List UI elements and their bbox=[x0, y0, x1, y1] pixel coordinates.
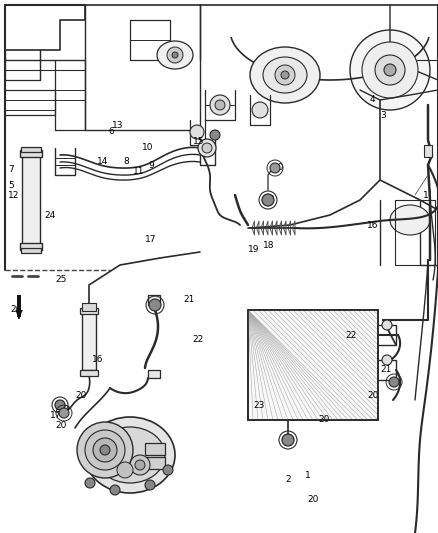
Text: 3: 3 bbox=[380, 110, 386, 119]
Circle shape bbox=[282, 434, 294, 446]
Ellipse shape bbox=[157, 41, 193, 69]
Text: 11: 11 bbox=[133, 167, 145, 176]
Circle shape bbox=[362, 42, 418, 98]
Text: 1: 1 bbox=[423, 190, 429, 199]
Text: 20: 20 bbox=[272, 164, 283, 173]
Bar bbox=[20, 243, 42, 250]
Circle shape bbox=[130, 455, 150, 475]
Circle shape bbox=[215, 100, 225, 110]
Circle shape bbox=[382, 355, 392, 365]
Text: 17: 17 bbox=[50, 410, 61, 419]
Text: 20: 20 bbox=[307, 496, 318, 505]
Ellipse shape bbox=[390, 205, 430, 235]
Text: 26: 26 bbox=[10, 305, 21, 314]
Bar bbox=[21, 248, 41, 253]
Bar bbox=[424, 145, 432, 157]
Circle shape bbox=[135, 460, 145, 470]
Circle shape bbox=[190, 125, 204, 139]
Circle shape bbox=[117, 462, 133, 478]
Text: 18: 18 bbox=[263, 240, 275, 249]
Text: 25: 25 bbox=[55, 276, 67, 285]
Text: 22: 22 bbox=[345, 330, 356, 340]
Text: 12: 12 bbox=[8, 190, 19, 199]
Bar bbox=[22, 155, 40, 245]
Text: 13: 13 bbox=[112, 120, 124, 130]
Text: 19: 19 bbox=[248, 246, 259, 254]
Circle shape bbox=[281, 71, 289, 79]
Circle shape bbox=[210, 130, 220, 140]
Bar bbox=[17, 295, 21, 317]
Bar bbox=[148, 295, 160, 305]
Circle shape bbox=[375, 55, 405, 85]
Circle shape bbox=[167, 47, 183, 63]
Bar bbox=[148, 370, 160, 378]
Bar bbox=[248, 310, 378, 420]
Text: 21: 21 bbox=[183, 295, 194, 304]
Text: 7: 7 bbox=[8, 166, 14, 174]
Circle shape bbox=[172, 52, 178, 58]
Circle shape bbox=[382, 320, 392, 330]
Circle shape bbox=[350, 30, 430, 110]
Text: 14: 14 bbox=[97, 157, 108, 166]
Text: 5: 5 bbox=[8, 181, 14, 190]
Text: 2: 2 bbox=[285, 475, 291, 484]
Circle shape bbox=[59, 408, 69, 418]
Bar bbox=[248, 310, 378, 420]
Text: 20: 20 bbox=[318, 416, 329, 424]
Circle shape bbox=[145, 480, 155, 490]
Circle shape bbox=[85, 478, 95, 488]
Text: 16: 16 bbox=[92, 356, 103, 365]
Bar bbox=[145, 457, 165, 469]
Text: 10: 10 bbox=[142, 143, 153, 152]
Text: 9: 9 bbox=[148, 160, 154, 169]
Text: 15: 15 bbox=[193, 138, 205, 147]
Circle shape bbox=[55, 400, 65, 410]
Bar bbox=[82, 303, 96, 311]
Bar bbox=[21, 147, 41, 152]
Circle shape bbox=[262, 194, 274, 206]
Text: 20: 20 bbox=[58, 406, 69, 415]
Text: 2: 2 bbox=[268, 196, 274, 205]
Circle shape bbox=[100, 445, 110, 455]
Circle shape bbox=[275, 65, 295, 85]
Ellipse shape bbox=[263, 57, 307, 93]
Circle shape bbox=[77, 422, 133, 478]
Circle shape bbox=[384, 64, 396, 76]
Circle shape bbox=[110, 485, 120, 495]
Text: 22: 22 bbox=[192, 335, 203, 344]
Ellipse shape bbox=[85, 417, 175, 493]
Circle shape bbox=[389, 377, 399, 387]
Text: 23: 23 bbox=[253, 400, 265, 409]
Circle shape bbox=[202, 143, 212, 153]
Ellipse shape bbox=[250, 47, 320, 103]
Text: 8: 8 bbox=[123, 157, 129, 166]
Bar bbox=[20, 150, 42, 157]
Bar bbox=[80, 370, 98, 376]
Circle shape bbox=[149, 299, 161, 311]
Circle shape bbox=[198, 139, 216, 157]
Text: 20: 20 bbox=[55, 421, 67, 430]
Ellipse shape bbox=[95, 427, 165, 483]
Text: 6: 6 bbox=[108, 127, 114, 136]
Circle shape bbox=[270, 163, 280, 173]
Circle shape bbox=[252, 102, 268, 118]
Bar bbox=[80, 308, 98, 314]
Circle shape bbox=[163, 465, 173, 475]
Text: 20: 20 bbox=[75, 391, 86, 400]
Bar bbox=[145, 443, 165, 455]
Circle shape bbox=[93, 438, 117, 462]
Bar bbox=[82, 310, 96, 370]
Text: 16: 16 bbox=[367, 221, 378, 230]
Text: 17: 17 bbox=[145, 236, 156, 245]
Text: 20: 20 bbox=[367, 391, 378, 400]
Text: 4: 4 bbox=[370, 95, 376, 104]
Circle shape bbox=[210, 95, 230, 115]
Text: 1: 1 bbox=[305, 471, 311, 480]
Text: 24: 24 bbox=[44, 211, 55, 220]
Text: 21: 21 bbox=[380, 366, 392, 375]
Circle shape bbox=[85, 430, 125, 470]
